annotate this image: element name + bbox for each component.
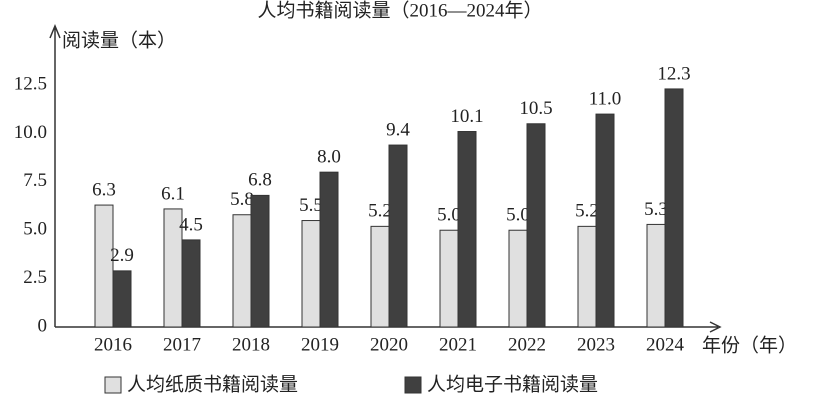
value-label: 5.0 <box>437 205 461 226</box>
value-label: 9.4 <box>386 119 410 140</box>
x-axis-label: 年份（年） <box>702 334 797 356</box>
x-tick-label: 2024 <box>646 334 685 355</box>
x-tick-label: 2021 <box>439 334 477 355</box>
y-tick-label: 7.5 <box>23 170 47 191</box>
value-label: 10.1 <box>450 106 483 127</box>
x-tick-label: 2020 <box>370 334 408 355</box>
chart-title: 人均书籍阅读量（2016—2024年） <box>257 0 542 21</box>
x-tick-label: 2022 <box>508 334 546 355</box>
x-tick-label: 2018 <box>232 334 270 355</box>
legend-label: 人均纸质书籍阅读量 <box>127 373 298 395</box>
value-label: 5.3 <box>644 199 668 220</box>
bar <box>112 270 132 328</box>
bar <box>439 229 459 328</box>
y-tick-label: 5.0 <box>23 219 47 240</box>
bar <box>181 239 201 328</box>
legend-swatch <box>104 376 122 394</box>
y-axis-label: 阅读量（本） <box>62 29 176 51</box>
value-label: 6.8 <box>248 170 272 191</box>
bar <box>457 131 477 328</box>
value-label: 5.8 <box>230 189 254 210</box>
bar <box>94 204 114 328</box>
x-tick-label: 2019 <box>301 334 339 355</box>
x-tick-label: 2017 <box>163 334 201 355</box>
bar <box>526 123 546 328</box>
value-label: 11.0 <box>589 88 622 109</box>
value-label: 5.2 <box>368 201 392 222</box>
legend-label: 人均电子书籍阅读量 <box>427 373 598 395</box>
bar <box>508 229 528 328</box>
value-label: 5.5 <box>299 195 323 216</box>
value-label: 2.9 <box>110 245 134 266</box>
y-tick-label: 10.0 <box>14 122 47 143</box>
bar <box>232 214 252 328</box>
value-label: 12.3 <box>657 63 690 84</box>
bar <box>319 171 339 328</box>
y-tick-label: 2.5 <box>23 267 47 288</box>
value-label: 4.5 <box>179 214 203 235</box>
bar <box>370 225 390 328</box>
x-tick-label: 2023 <box>577 334 615 355</box>
bar <box>595 113 615 328</box>
bar <box>301 220 321 328</box>
value-label: 5.0 <box>506 205 530 226</box>
bar <box>646 223 666 328</box>
x-tick-label: 2016 <box>94 334 132 355</box>
bar <box>577 225 597 328</box>
bar <box>664 88 684 328</box>
value-label: 6.1 <box>161 183 185 204</box>
y-tick-label: 12.5 <box>14 73 47 94</box>
bar <box>250 194 270 328</box>
value-label: 6.3 <box>92 179 116 200</box>
legend-swatch <box>404 376 422 394</box>
bar <box>388 144 408 328</box>
value-label: 8.0 <box>317 147 341 168</box>
y-axis <box>49 24 61 327</box>
value-label: 10.5 <box>519 98 552 119</box>
y-tick-label: 0 <box>38 315 48 336</box>
value-label: 5.2 <box>575 201 599 222</box>
